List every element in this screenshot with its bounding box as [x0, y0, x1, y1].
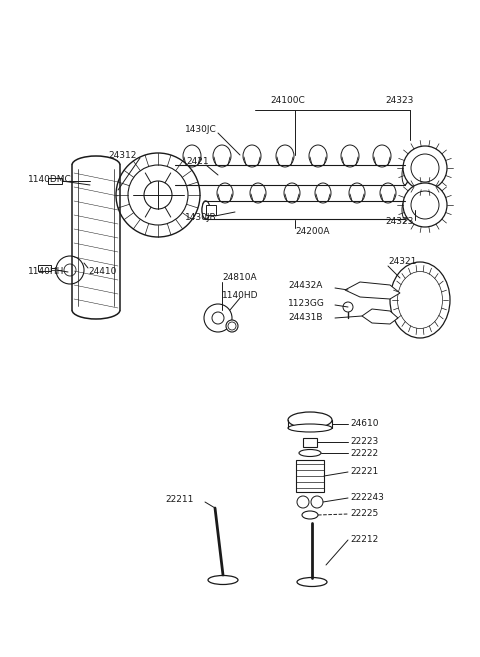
Circle shape — [311, 496, 323, 508]
Ellipse shape — [402, 201, 408, 219]
Text: 1123GG: 1123GG — [288, 298, 325, 307]
Ellipse shape — [276, 145, 294, 167]
Ellipse shape — [202, 201, 208, 219]
Bar — [206, 205, 216, 215]
Text: 1140HH: 1140HH — [28, 267, 64, 277]
Circle shape — [116, 153, 200, 237]
Text: 2421: 2421 — [186, 158, 209, 166]
Ellipse shape — [402, 165, 408, 185]
Text: 22222: 22222 — [350, 449, 378, 457]
Ellipse shape — [373, 145, 391, 167]
Text: 24610: 24610 — [350, 420, 379, 428]
Ellipse shape — [250, 183, 266, 203]
Circle shape — [411, 154, 439, 182]
Text: 24323: 24323 — [385, 96, 413, 105]
Ellipse shape — [226, 320, 238, 332]
Ellipse shape — [299, 449, 321, 457]
Text: 22211: 22211 — [165, 495, 193, 505]
Polygon shape — [362, 309, 398, 324]
Text: 22225: 22225 — [350, 509, 378, 518]
Circle shape — [212, 312, 224, 324]
Ellipse shape — [390, 262, 450, 338]
Text: 24431B: 24431B — [288, 313, 323, 323]
Text: 22221: 22221 — [350, 468, 378, 476]
Circle shape — [144, 181, 172, 209]
Ellipse shape — [202, 201, 210, 219]
Circle shape — [297, 496, 309, 508]
Text: 24432A: 24432A — [288, 281, 323, 290]
Text: 24323: 24323 — [385, 217, 413, 227]
Bar — [38, 265, 51, 271]
Text: 222243: 222243 — [350, 493, 384, 503]
Bar — [296, 460, 324, 492]
Text: 1140HD: 1140HD — [222, 290, 259, 300]
Ellipse shape — [315, 183, 331, 203]
Circle shape — [64, 264, 76, 276]
Text: 22212: 22212 — [350, 535, 378, 545]
Ellipse shape — [208, 576, 238, 585]
Circle shape — [56, 256, 84, 284]
Ellipse shape — [288, 412, 332, 428]
Ellipse shape — [380, 183, 396, 203]
Text: 1140DMC: 1140DMC — [28, 175, 72, 185]
Bar — [303, 438, 317, 447]
Text: 24410: 24410 — [88, 267, 116, 277]
Ellipse shape — [183, 145, 201, 167]
Ellipse shape — [172, 165, 178, 185]
Text: 24200A: 24200A — [295, 227, 329, 237]
Text: 24321: 24321 — [388, 258, 416, 267]
Text: 1430JC: 1430JC — [185, 125, 217, 135]
Ellipse shape — [297, 578, 327, 587]
Circle shape — [403, 183, 447, 227]
Ellipse shape — [288, 424, 332, 432]
Text: 24810A: 24810A — [222, 273, 257, 283]
Ellipse shape — [217, 183, 233, 203]
Text: 22223: 22223 — [350, 438, 378, 447]
Ellipse shape — [341, 145, 359, 167]
Circle shape — [343, 302, 353, 312]
Ellipse shape — [284, 183, 300, 203]
Text: 1430JB: 1430JB — [185, 214, 216, 223]
Circle shape — [228, 322, 236, 330]
Circle shape — [204, 304, 232, 332]
Bar — [48, 178, 62, 184]
Ellipse shape — [302, 511, 318, 519]
Text: 24312: 24312 — [108, 150, 136, 160]
Circle shape — [411, 191, 439, 219]
Ellipse shape — [349, 183, 365, 203]
Circle shape — [128, 165, 188, 225]
Ellipse shape — [213, 145, 231, 167]
Text: 24100C: 24100C — [270, 96, 305, 105]
Ellipse shape — [243, 145, 261, 167]
Polygon shape — [345, 282, 400, 299]
Ellipse shape — [309, 145, 327, 167]
Circle shape — [403, 146, 447, 190]
